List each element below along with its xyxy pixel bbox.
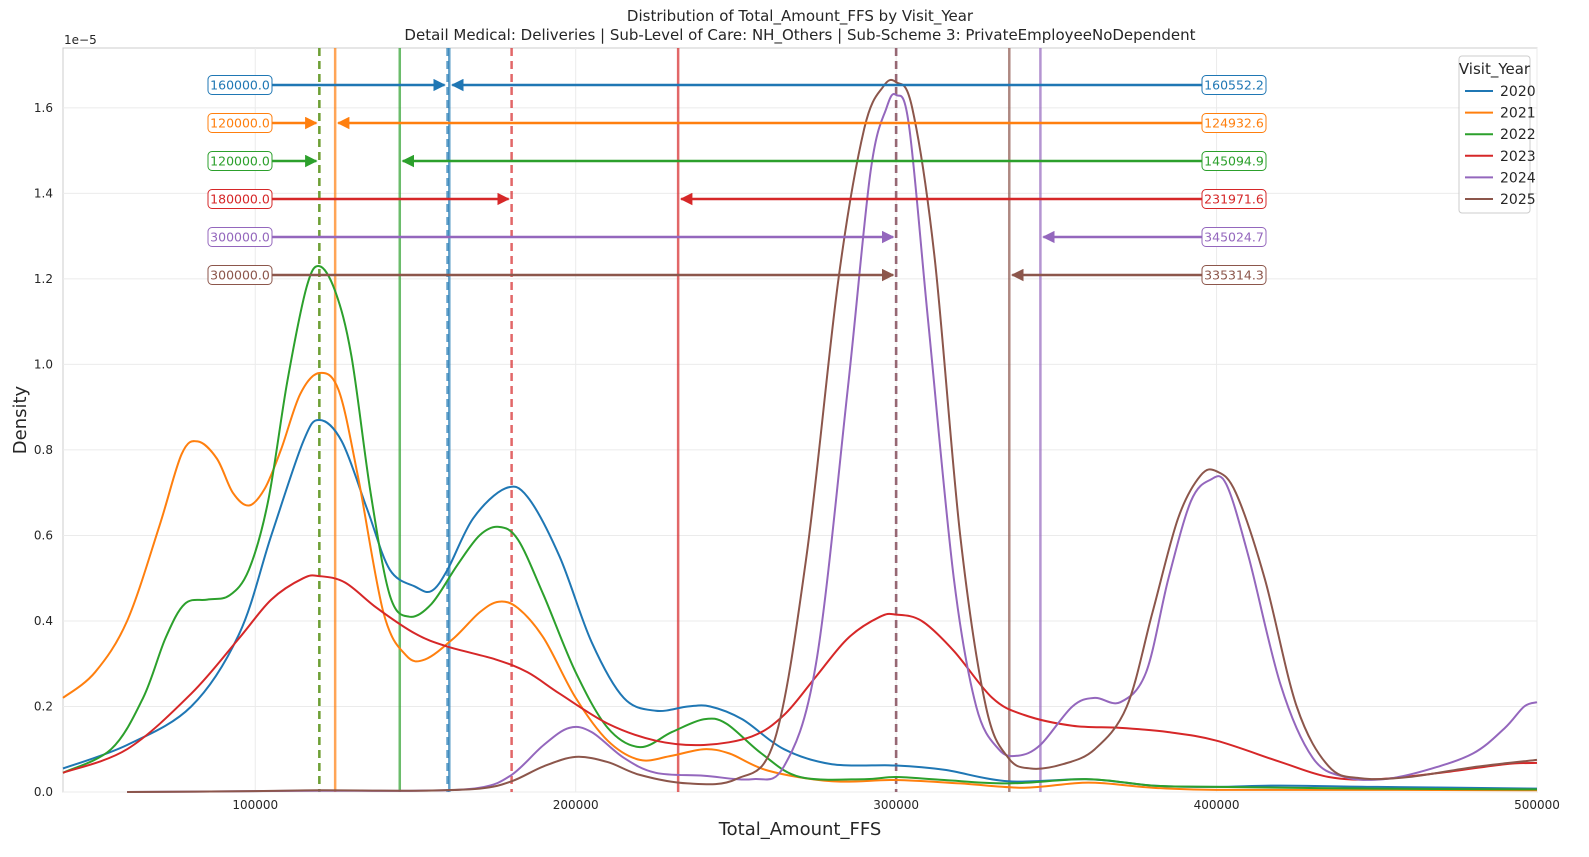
median-annotation-2020: 160000.0: [207, 75, 446, 95]
mean-label: 231971.6: [1204, 192, 1264, 207]
mean-label: 345024.7: [1204, 230, 1264, 245]
density-curve-2023: [62, 574, 1538, 781]
chart-subtitle: Detail Medical: Deliveries | Sub-Level o…: [404, 26, 1195, 45]
legend-entry-2020: 2020: [1465, 84, 1536, 100]
x-tick-label: 400000: [1194, 798, 1240, 812]
legend-entry-2024: 2024: [1465, 170, 1536, 186]
legend-entry-2025: 2025: [1465, 192, 1536, 208]
y-axis-ticks: 0.0 0.2 0.4 0.6 0.8 1.0 1.2 1.4 1.6: [34, 101, 53, 799]
y-tick-label: 0.2: [34, 699, 53, 713]
mean-annotation-2022: 145094.9: [401, 151, 1267, 171]
median-label: 180000.0: [210, 192, 270, 207]
y-tick-label: 0.4: [34, 614, 53, 628]
y-tick-label: 1.4: [34, 186, 53, 200]
density-curve-2024: [127, 93, 1538, 793]
plot-area: 160000.0 160552.2 120000.0 124932.6 120000.0…: [62, 47, 1538, 793]
legend-title: Visit_Year: [1459, 60, 1531, 79]
density-curves: [62, 78, 1538, 793]
median-annotation-2021: 120000.0: [207, 113, 318, 133]
median-annotation-2024: 300000.0: [207, 227, 895, 247]
mean-annotation-2025: 335314.3: [1011, 265, 1267, 285]
median-label: 120000.0: [210, 154, 270, 169]
mean-annotation-2023: 231971.6: [679, 189, 1267, 209]
y-tick-label: 0.8: [34, 443, 53, 457]
median-label: 160000.0: [210, 78, 270, 93]
density-curve-2022: [62, 265, 1538, 791]
median-annotation-2023: 180000.0: [207, 189, 510, 209]
x-tick-label: 300000: [873, 798, 919, 812]
mean-annotation-2021: 124932.6: [336, 113, 1267, 133]
legend-box: [1458, 55, 1531, 214]
median-label: 300000.0: [210, 230, 270, 245]
median-label: 300000.0: [210, 268, 270, 283]
y-tick-label: 1.2: [34, 272, 53, 286]
legend-label: 2024: [1500, 170, 1536, 186]
mean-label: 335314.3: [1204, 268, 1264, 283]
median-annotation-2025: 300000.0: [207, 265, 895, 285]
density-curve-2025: [127, 78, 1538, 793]
density-curve-2021: [62, 371, 1538, 792]
y-tick-label: 1.6: [34, 101, 53, 115]
mean-annotation-2020: 160552.2: [451, 75, 1267, 95]
y-offset-label: 1e−5: [64, 33, 97, 47]
legend-label: 2025: [1500, 192, 1536, 208]
y-tick-label: 1.0: [34, 357, 53, 371]
mean-label: 124932.6: [1204, 116, 1264, 131]
y-axis-label: Density: [10, 385, 31, 454]
mean-lines: [333, 48, 1042, 792]
chart-title: Distribution of Total_Amount_FFS by Visi…: [627, 7, 974, 26]
legend-label: 2023: [1500, 149, 1536, 165]
legend-entry-2022: 2022: [1465, 127, 1536, 143]
mean-annotation-2024: 345024.7: [1042, 227, 1267, 247]
mean-label: 145094.9: [1204, 154, 1264, 169]
median-annotation-2022: 120000.0: [207, 151, 318, 171]
legend-entry-2023: 2023: [1465, 149, 1536, 165]
mean-label: 160552.2: [1204, 78, 1264, 93]
annotations: 160000.0 160552.2 120000.0 124932.6 120000.0…: [207, 75, 1267, 285]
x-tick-label: 500000: [1514, 798, 1560, 812]
legend-label: 2021: [1500, 106, 1536, 122]
y-tick-label: 0.6: [34, 528, 53, 542]
x-tick-label: 200000: [553, 798, 599, 812]
plot-frame: [62, 47, 1538, 793]
legend: Visit_Year 2020 2021 2022 2023 2024 2025: [1458, 55, 1536, 214]
legend-entry-2021: 2021: [1465, 106, 1536, 122]
x-tick-label: 100000: [232, 798, 278, 812]
legend-label: 2020: [1500, 84, 1536, 100]
legend-label: 2022: [1500, 127, 1536, 143]
y-tick-label: 0.0: [34, 785, 53, 799]
median-label: 120000.0: [210, 116, 270, 131]
x-axis-label: Total_Amount_FFS: [718, 819, 882, 840]
x-axis-ticks: 100000 200000 300000 400000 500000: [232, 798, 1560, 812]
